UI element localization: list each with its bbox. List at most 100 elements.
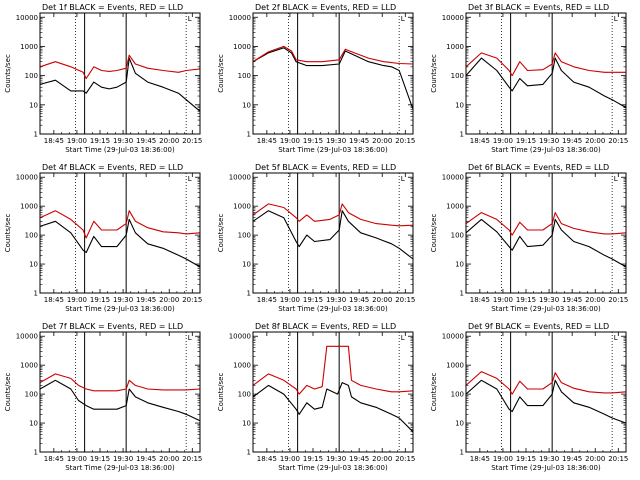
y-tick-label: 1000 xyxy=(233,362,251,370)
plot-frame xyxy=(39,331,201,453)
x-tick-label: 20:00 xyxy=(372,296,392,304)
y-tick-label: 1 xyxy=(460,131,464,139)
y-axis-label: Counts/sec xyxy=(217,373,225,412)
y-tick-label: 10000 xyxy=(16,174,38,182)
plot-frame xyxy=(465,12,627,135)
events-series-line xyxy=(39,379,201,422)
y-tick-label: 10000 xyxy=(442,174,464,182)
y-tick-label: 1000 xyxy=(446,43,464,51)
panel-title: Det 1f BLACK = Events, RED = LLD xyxy=(42,3,183,12)
y-tick-label: 10000 xyxy=(16,333,38,341)
x-tick-label: 19:15 xyxy=(90,296,110,304)
x-tick-label: 19:45 xyxy=(136,296,156,304)
y-tick-label: 100 xyxy=(238,232,251,240)
panel-title: Det 3f BLACK = Events, RED = LLD xyxy=(468,3,609,12)
x-axis-label: Start Time (29-Jul-03 18:36:00) xyxy=(65,464,175,472)
events-series-line xyxy=(465,218,627,268)
legend-marker: L xyxy=(401,334,405,342)
x-tick-label: 19:00 xyxy=(493,137,513,145)
y-tick-label: 10 xyxy=(242,420,251,428)
x-tick-label: 20:15 xyxy=(395,296,415,304)
y-tick-label: 1000 xyxy=(446,203,464,211)
panel-det-5: Det 5f BLACK = Events, RED = LLD Counts/s… xyxy=(217,163,415,313)
legend-marker: L xyxy=(401,15,405,23)
x-tick-label: 19:30 xyxy=(539,296,559,304)
x-tick-label: 19:45 xyxy=(136,137,156,145)
x-tick-label: 20:15 xyxy=(182,137,202,145)
panel-title: Det 7f BLACK = Events, RED = LLD xyxy=(42,322,183,331)
events-series-line xyxy=(39,218,201,268)
events-series-line xyxy=(252,47,414,110)
y-tick-label: 1 xyxy=(247,449,251,457)
y-tick-label: 10 xyxy=(242,101,251,109)
events-series-line xyxy=(465,379,627,424)
x-tick-label: 19:15 xyxy=(90,455,110,463)
x-tick-label: 18:45 xyxy=(257,137,277,145)
x-tick-label: 20:15 xyxy=(395,137,415,145)
y-tick-label: 10 xyxy=(455,420,464,428)
panel-title: Det 8f BLACK = Events, RED = LLD xyxy=(255,322,396,331)
y-tick-label: 100 xyxy=(25,72,38,80)
y-tick-label: 10000 xyxy=(16,14,38,22)
plot-frame xyxy=(252,331,414,453)
y-axis-label: Counts/sec xyxy=(430,54,438,93)
legend-marker: L xyxy=(188,175,192,183)
lld-series-line xyxy=(39,210,201,239)
x-tick-label: 20:15 xyxy=(182,455,202,463)
legend-marker: L xyxy=(188,15,192,23)
y-tick-label: 1 xyxy=(247,290,251,298)
x-tick-label: 19:15 xyxy=(303,455,323,463)
x-tick-label: 19:45 xyxy=(349,455,369,463)
y-tick-label: 10 xyxy=(29,261,38,269)
lld-series-line xyxy=(39,54,201,80)
y-tick-label: 1000 xyxy=(20,43,38,51)
x-tick-label: 19:30 xyxy=(326,455,346,463)
legend-marker: L xyxy=(188,334,192,342)
x-tick-label: 19:00 xyxy=(493,296,513,304)
x-tick-label: 19:30 xyxy=(326,137,346,145)
x-tick-label: 19:15 xyxy=(516,455,536,463)
x-tick-label: 19:45 xyxy=(136,455,156,463)
y-tick-label: 10000 xyxy=(229,14,251,22)
y-tick-label: 10 xyxy=(455,101,464,109)
x-tick-label: 20:15 xyxy=(608,296,628,304)
legend-marker: L xyxy=(614,175,618,183)
panel-det-3: Det 3f BLACK = Events, RED = LLD Counts/s… xyxy=(430,3,628,154)
y-tick-label: 1000 xyxy=(233,43,251,51)
y-tick-label: 1 xyxy=(247,131,251,139)
lld-series-line xyxy=(252,345,414,395)
lld-series-line xyxy=(252,203,414,227)
x-tick-label: 19:15 xyxy=(303,137,323,145)
x-tick-label: 19:45 xyxy=(349,137,369,145)
x-tick-label: 20:00 xyxy=(159,455,179,463)
panel-title: Det 2f BLACK = Events, RED = LLD xyxy=(255,3,396,12)
x-tick-label: 20:00 xyxy=(585,455,605,463)
x-tick-label: 20:00 xyxy=(159,296,179,304)
x-axis-label: Start Time (29-Jul-03 18:36:00) xyxy=(65,305,175,313)
events-series-line xyxy=(252,210,414,260)
x-tick-label: 19:00 xyxy=(280,137,300,145)
y-tick-label: 100 xyxy=(25,232,38,240)
plot-frame xyxy=(252,172,414,294)
legend-marker: L xyxy=(401,175,405,183)
panel-title: Det 5f BLACK = Events, RED = LLD xyxy=(255,163,396,172)
panel-det-2: Det 2f BLACK = Events, RED = LLD Counts/s… xyxy=(217,3,415,154)
x-tick-label: 19:00 xyxy=(493,455,513,463)
lld-series-line xyxy=(465,52,626,77)
x-tick-label: 20:00 xyxy=(372,455,392,463)
x-tick-label: 18:45 xyxy=(470,137,490,145)
lld-series-line xyxy=(465,371,627,395)
y-tick-label: 1 xyxy=(460,290,464,298)
x-tick-label: 19:15 xyxy=(516,296,536,304)
plot-frame xyxy=(465,331,627,453)
y-axis-label: Counts/sec xyxy=(4,54,12,93)
x-tick-label: 19:15 xyxy=(303,296,323,304)
panel-det-8: Det 8f BLACK = Events, RED = LLD Counts/s… xyxy=(217,322,415,472)
y-tick-label: 100 xyxy=(451,72,464,80)
x-axis-label: Start Time (29-Jul-03 18:36:00) xyxy=(491,146,601,154)
y-tick-label: 100 xyxy=(451,391,464,399)
x-tick-label: 18:45 xyxy=(257,455,277,463)
y-tick-label: 100 xyxy=(238,72,251,80)
x-tick-label: 19:30 xyxy=(113,296,133,304)
